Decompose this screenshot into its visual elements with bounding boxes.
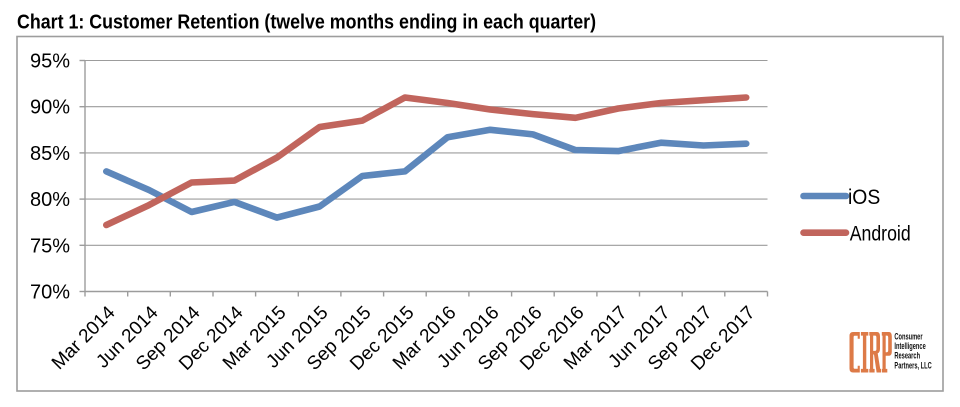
svg-text:70%: 70%: [30, 282, 70, 304]
svg-text:Chart 1: Customer Retention (t: Chart 1: Customer Retention (twelve mont…: [17, 12, 596, 34]
svg-text:iOS: iOS: [848, 186, 880, 209]
svg-text:75%: 75%: [30, 235, 70, 257]
svg-text:90%: 90%: [30, 97, 70, 119]
svg-text:Consumer: Consumer: [894, 331, 922, 342]
svg-text:Intelligence: Intelligence: [894, 341, 926, 352]
svg-text:85%: 85%: [30, 143, 70, 165]
svg-text:80%: 80%: [30, 189, 70, 211]
svg-text:Research: Research: [894, 350, 920, 361]
svg-text:95%: 95%: [30, 51, 70, 73]
svg-text:Partners, LLC: Partners, LLC: [894, 360, 932, 371]
svg-text:Android: Android: [850, 223, 911, 246]
